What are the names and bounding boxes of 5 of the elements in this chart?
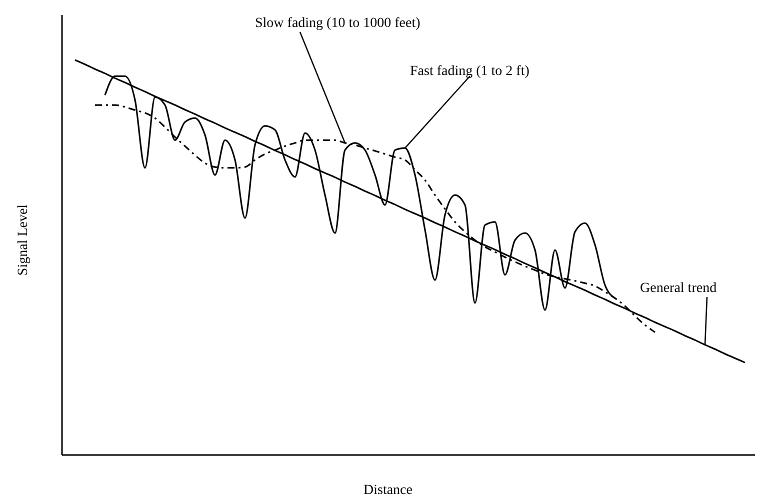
series-label: General trend (640, 281, 717, 296)
text: Fast fading (1 to 2 ft) (410, 64, 530, 79)
x-axis-title: Distance (364, 483, 412, 498)
y-axis-title: Signal Level (16, 204, 31, 276)
text: Slow fading (10 to 1000 feet) (255, 16, 421, 31)
